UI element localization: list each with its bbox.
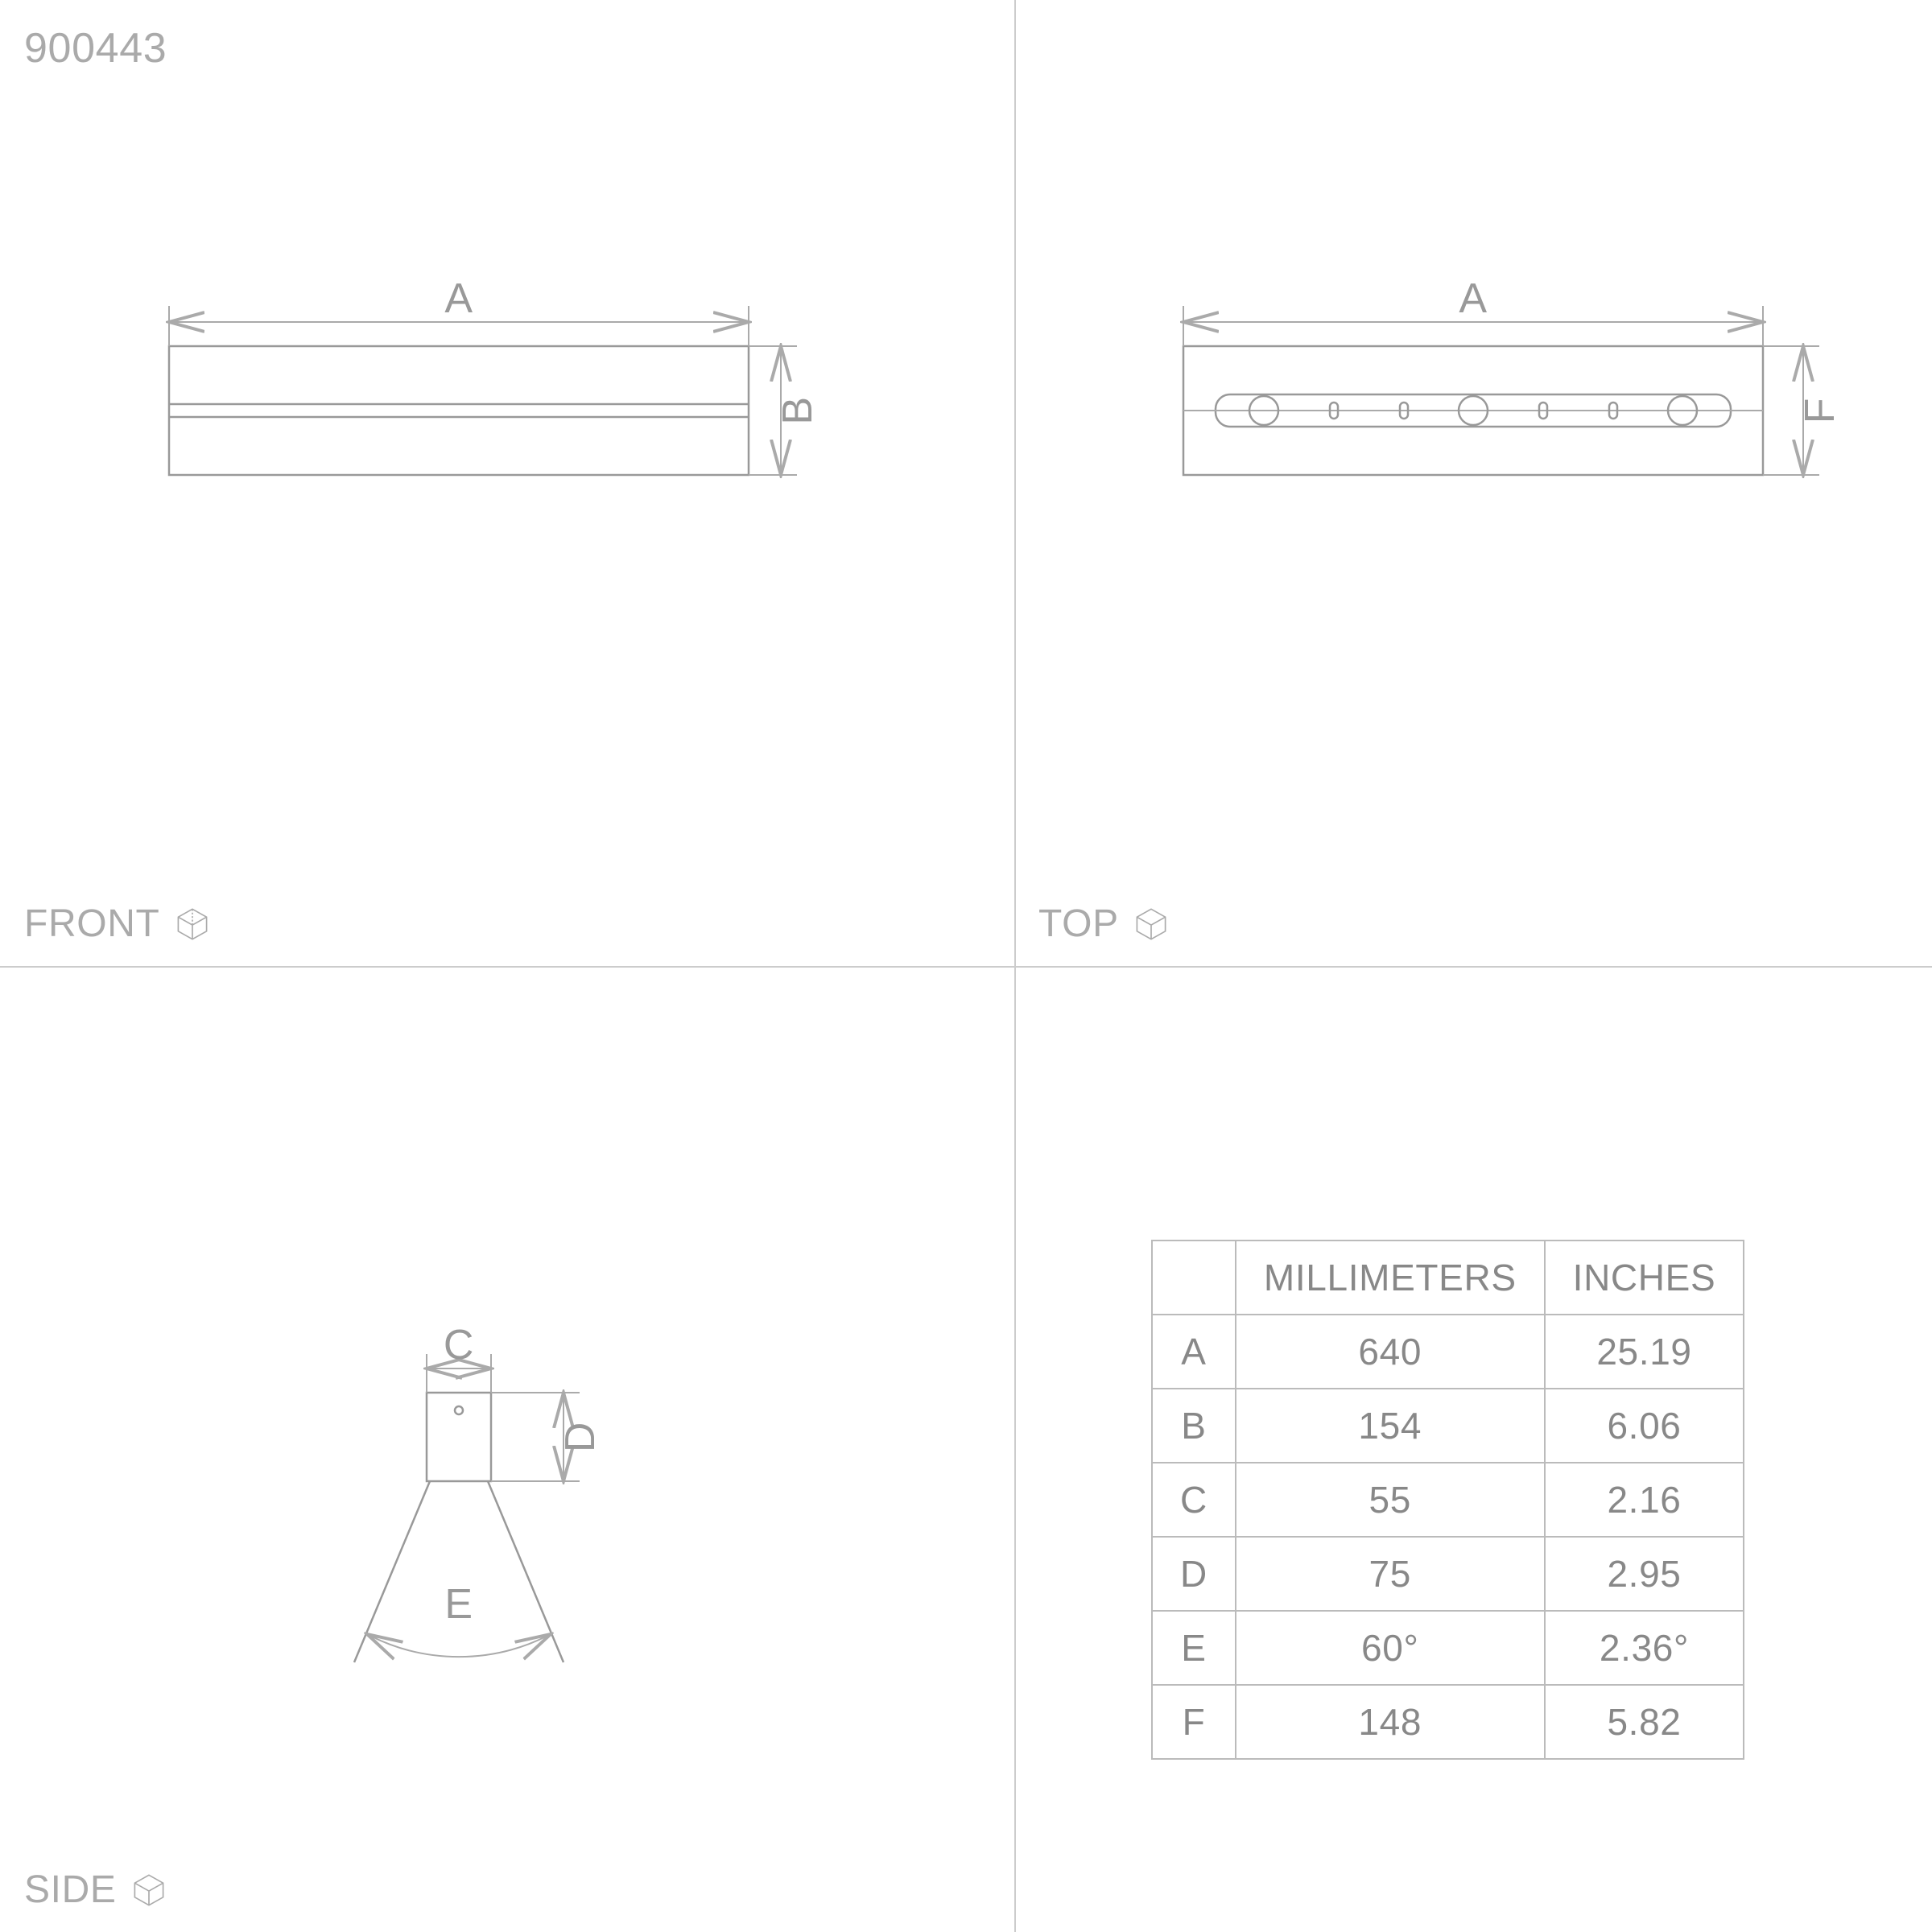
cell: 2.95 [1545, 1537, 1744, 1611]
cell: 75 [1236, 1537, 1545, 1611]
th-mm: MILLIMETERS [1236, 1241, 1545, 1315]
cell: D [1152, 1537, 1236, 1611]
table-row: C 55 2.16 [1152, 1463, 1744, 1537]
dim-label-F: F [1797, 398, 1843, 423]
dimensions-table: MILLIMETERS INCHES A 640 25.19 B 154 6.0… [1151, 1240, 1744, 1760]
table-row: D 75 2.95 [1152, 1537, 1744, 1611]
dim-label-A-top: A [1459, 275, 1487, 322]
cell: 2.36° [1545, 1611, 1744, 1685]
cell: 25.19 [1545, 1315, 1744, 1389]
table-row: B 154 6.06 [1152, 1389, 1744, 1463]
table-row: E 60° 2.36° [1152, 1611, 1744, 1685]
cell: F [1152, 1685, 1236, 1759]
th-blank [1152, 1241, 1236, 1315]
table-row: F 148 5.82 [1152, 1685, 1744, 1759]
cell: 55 [1236, 1463, 1545, 1537]
side-drawing: E C D [0, 0, 1014, 1932]
th-in: INCHES [1545, 1241, 1744, 1315]
page: 900443 FRONT TOP SIDE [0, 0, 1932, 1932]
dim-label-C: C [444, 1322, 474, 1368]
cell: 148 [1236, 1685, 1545, 1759]
cell: A [1152, 1315, 1236, 1389]
cell: B [1152, 1389, 1236, 1463]
cell: 154 [1236, 1389, 1545, 1463]
cell: 6.06 [1545, 1389, 1744, 1463]
dim-label-E: E [444, 1581, 473, 1628]
table-header-row: MILLIMETERS INCHES [1152, 1241, 1744, 1315]
table-row: A 640 25.19 [1152, 1315, 1744, 1389]
cell: E [1152, 1611, 1236, 1685]
dim-label-D: D [557, 1422, 604, 1452]
cell: C [1152, 1463, 1236, 1537]
cell: 640 [1236, 1315, 1545, 1389]
cell: 60° [1236, 1611, 1545, 1685]
cell: 5.82 [1545, 1685, 1744, 1759]
cell: 2.16 [1545, 1463, 1744, 1537]
